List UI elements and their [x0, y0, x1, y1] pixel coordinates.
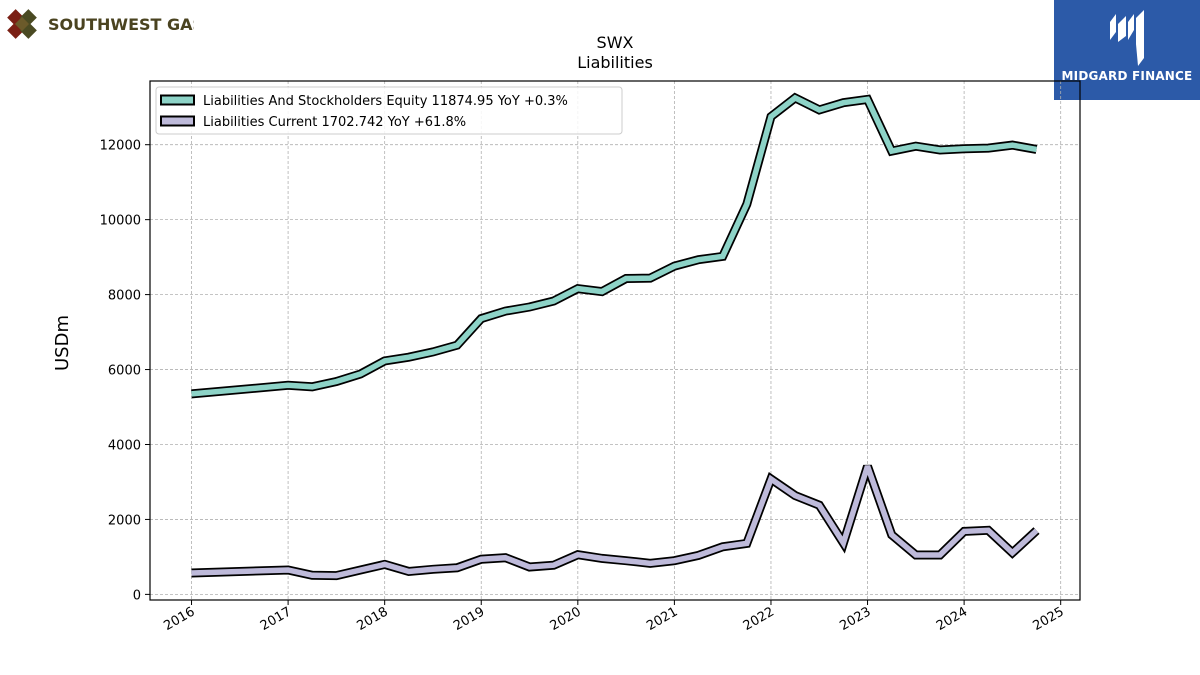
- legend-label-2: Liabilities Current 1702.742 YoY +61.8%: [203, 115, 466, 130]
- legend-label-1: Liabilities And Stockholders Equity 1187…: [203, 94, 568, 109]
- midgard-finance-logo: MIDGARD FINANCE: [1054, 0, 1200, 100]
- x-tick-label: 2020: [548, 604, 584, 634]
- southwest-gas-logo-text: SOUTHWEST GAS: [48, 15, 194, 34]
- grid-lines: [150, 81, 1080, 600]
- plot-frame: [149, 80, 1081, 601]
- legend: Liabilities And Stockholders Equity 1187…: [155, 86, 623, 135]
- x-tick-label: 2018: [355, 604, 391, 634]
- x-tick-label: 2024: [934, 604, 970, 634]
- x-tick-label: 2017: [258, 604, 294, 634]
- series-line-1: [191, 94, 1037, 397]
- x-tick-label: 2019: [451, 604, 487, 634]
- y-tick-label: 6000: [108, 364, 141, 379]
- x-tick-label: 2025: [1031, 604, 1067, 634]
- series-layer: [191, 92, 1040, 581]
- southwest-gas-logo: SOUTHWEST GAS: [4, 4, 204, 44]
- y-tick-label: 4000: [108, 438, 141, 453]
- legend-swatch-1: [160, 94, 195, 106]
- y-axis: 0 2000 4000 6000 8000 10000 12000: [100, 139, 150, 603]
- y-axis-label: USDm: [52, 315, 73, 371]
- x-axis: 2016 2017 2018 2019 2020 2021 2022 2023 2024 2025: [161, 600, 1067, 634]
- chart-subtitle: Liabilities: [577, 53, 653, 72]
- y-tick-label: 2000: [108, 513, 141, 528]
- x-tick-label: 2016: [161, 604, 197, 634]
- chart-title: SWX: [597, 33, 634, 52]
- southwest-gas-logo-mark: SOUTHWEST GAS: [7, 9, 204, 39]
- y-tick-label: 8000: [108, 289, 141, 304]
- y-tick-label: 0: [133, 588, 141, 603]
- midgard-finance-logo-mark: [1110, 10, 1144, 66]
- legend-box: [155, 86, 623, 135]
- midgard-finance-logo-text: MIDGARD FINANCE: [1061, 69, 1193, 83]
- x-tick-label: 2021: [644, 604, 680, 634]
- x-tick-label: 2023: [837, 604, 873, 634]
- y-tick-label: 12000: [100, 139, 141, 154]
- series-outline-1: [191, 92, 1038, 399]
- y-tick-label: 10000: [100, 214, 141, 229]
- x-tick-label: 2022: [741, 604, 777, 634]
- legend-swatch-2: [160, 115, 195, 127]
- series-line-2: [191, 465, 1039, 579]
